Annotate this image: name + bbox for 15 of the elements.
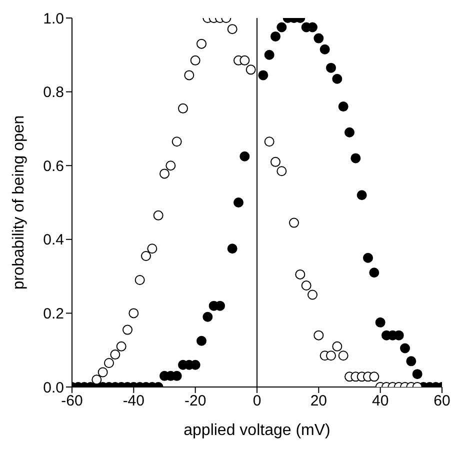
y-axis-title: probability of being open bbox=[10, 115, 28, 290]
x-tick-label: -20 bbox=[184, 392, 206, 410]
y-tick-label: 1.0 bbox=[43, 10, 64, 28]
y-tick-label: 0.2 bbox=[43, 306, 64, 323]
x-tick-label: 60 bbox=[434, 392, 450, 410]
x-axis-title: applied voltage (mV) bbox=[184, 422, 330, 439]
y-tick-label: 0.8 bbox=[43, 84, 64, 102]
x-tick-label: -40 bbox=[122, 392, 145, 410]
x-tick-label: 0 bbox=[252, 392, 262, 410]
x-tick-label: -60 bbox=[61, 392, 83, 410]
y-tick-label: 0.4 bbox=[43, 232, 64, 249]
y-tick-label: 0.6 bbox=[43, 158, 64, 175]
x-tick-label: 20 bbox=[310, 392, 328, 410]
x-tick-label: 40 bbox=[372, 392, 389, 410]
y-tick-label: 0.0 bbox=[43, 379, 64, 396]
